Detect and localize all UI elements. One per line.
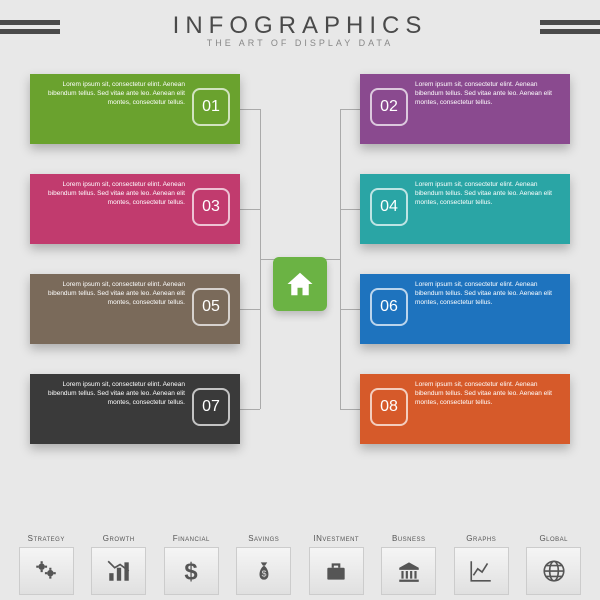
connector xyxy=(240,109,260,110)
box-number: 07 xyxy=(192,388,230,426)
footer-bank-icon: Busness xyxy=(374,534,444,595)
right-column: Lorem ipsum sit, consectetur elint. Aene… xyxy=(360,74,570,474)
box-number: 02 xyxy=(370,88,408,126)
footer-label: Busness xyxy=(374,534,444,543)
globe-icon xyxy=(526,547,581,595)
box-text: Lorem ipsum sit, consectetur elint. Aene… xyxy=(415,380,560,407)
info-box-07: Lorem ipsum sit, consectetur elint. Aene… xyxy=(30,374,240,444)
connector xyxy=(240,309,260,310)
connector xyxy=(240,209,260,210)
moneybag-icon: $ xyxy=(236,547,291,595)
info-box-06: Lorem ipsum sit, consectetur elint. Aene… xyxy=(360,274,570,344)
footer-label: Strategy xyxy=(11,534,81,543)
info-box-01: Lorem ipsum sit, consectetur elint. Aene… xyxy=(30,74,240,144)
header: INFOGRAPHICS THE ART OF DISPLAY DATA xyxy=(0,0,600,56)
box-text: Lorem ipsum sit, consectetur elint. Aene… xyxy=(415,80,560,107)
barchart-icon xyxy=(91,547,146,595)
box-text: Lorem ipsum sit, consectetur elint. Aene… xyxy=(40,180,185,207)
title: INFOGRAPHICS xyxy=(0,12,600,40)
info-box-08: Lorem ipsum sit, consectetur elint. Aene… xyxy=(360,374,570,444)
connector xyxy=(340,109,341,409)
box-number: 03 xyxy=(192,188,230,226)
center-home-icon xyxy=(273,257,327,311)
box-text: Lorem ipsum sit, consectetur elint. Aene… xyxy=(40,80,185,107)
connector xyxy=(340,409,360,410)
box-number: 04 xyxy=(370,188,408,226)
footer-gears-icon: Strategy xyxy=(11,534,81,595)
connector xyxy=(340,109,360,110)
info-box-05: Lorem ipsum sit, consectetur elint. Aene… xyxy=(30,274,240,344)
footer-label: Financial xyxy=(156,534,226,543)
info-box-03: Lorem ipsum sit, consectetur elint. Aene… xyxy=(30,174,240,244)
gears-icon xyxy=(19,547,74,595)
decoration-bars-right xyxy=(540,18,600,36)
box-text: Lorem ipsum sit, consectetur elint. Aene… xyxy=(415,280,560,307)
box-number: 05 xyxy=(192,288,230,326)
footer-label: INvestment xyxy=(301,534,371,543)
footer-label: Growth xyxy=(84,534,154,543)
footer-globe-icon: Global xyxy=(519,534,589,595)
box-number: 01 xyxy=(192,88,230,126)
decoration-bars-left xyxy=(0,18,60,36)
connector xyxy=(240,409,260,410)
box-text: Lorem ipsum sit, consectetur elint. Aene… xyxy=(40,280,185,307)
dollar-icon: $ xyxy=(164,547,219,595)
box-text: Lorem ipsum sit, consectetur elint. Aene… xyxy=(40,380,185,407)
svg-text:$: $ xyxy=(261,568,266,578)
footer-linechart-icon: Graphs xyxy=(446,534,516,595)
left-column: Lorem ipsum sit, consectetur elint. Aene… xyxy=(30,74,240,474)
footer-icons: Strategy Growth Financial $Savings $INve… xyxy=(0,534,600,595)
linechart-icon xyxy=(454,547,509,595)
box-text: Lorem ipsum sit, consectetur elint. Aene… xyxy=(415,180,560,207)
subtitle: THE ART OF DISPLAY DATA xyxy=(0,38,600,48)
briefcase-icon xyxy=(309,547,364,595)
footer-moneybag-icon: Savings $ xyxy=(229,534,299,595)
info-box-04: Lorem ipsum sit, consectetur elint. Aene… xyxy=(360,174,570,244)
footer-label: Graphs xyxy=(446,534,516,543)
info-box-02: Lorem ipsum sit, consectetur elint. Aene… xyxy=(360,74,570,144)
connector xyxy=(340,309,360,310)
diagram: Lorem ipsum sit, consectetur elint. Aene… xyxy=(0,64,600,504)
footer-barchart-icon: Growth xyxy=(84,534,154,595)
footer-label: Global xyxy=(519,534,589,543)
box-number: 06 xyxy=(370,288,408,326)
box-number: 08 xyxy=(370,388,408,426)
connector xyxy=(340,209,360,210)
footer-briefcase-icon: INvestment xyxy=(301,534,371,595)
footer-dollar-icon: Financial $ xyxy=(156,534,226,595)
svg-text:$: $ xyxy=(185,559,198,584)
bank-icon xyxy=(381,547,436,595)
footer-label: Savings xyxy=(229,534,299,543)
